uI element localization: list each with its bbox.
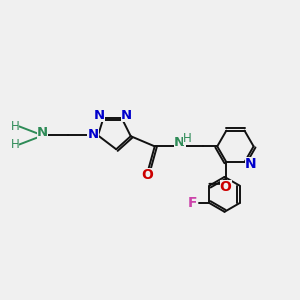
Text: O: O: [142, 168, 153, 182]
Text: N: N: [121, 109, 132, 122]
Text: N: N: [87, 128, 98, 141]
Text: H: H: [11, 120, 19, 133]
Text: N: N: [245, 157, 256, 171]
Text: N: N: [37, 126, 48, 139]
Text: N: N: [94, 109, 105, 122]
Text: F: F: [188, 196, 197, 210]
Text: H: H: [11, 138, 19, 151]
Text: H: H: [183, 132, 191, 145]
Text: N: N: [174, 136, 185, 149]
Text: O: O: [220, 180, 232, 194]
